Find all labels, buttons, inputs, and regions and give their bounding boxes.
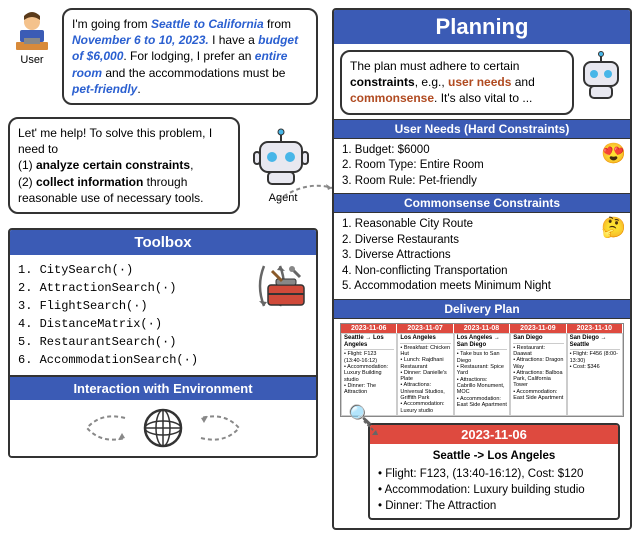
t: (1) [18, 158, 36, 172]
t: . For lodging, I prefer an [123, 49, 254, 63]
delivery-col-date: 2023-11-07 [397, 324, 453, 333]
constraint-item: 2. Diverse Restaurants [342, 233, 622, 249]
toolbox-header: Toolbox [10, 230, 316, 255]
delivery-col-date: 2023-11-08 [454, 324, 510, 333]
user-icon-block: User [8, 8, 56, 105]
interaction-header: Interaction with Environment [10, 377, 316, 400]
planning-panel: Planning The plan must adhere to certain… [332, 8, 632, 530]
user-needs-body: 1. Budget: $6000 2. Room Type: Entire Ro… [334, 139, 630, 194]
t: I'm going from [72, 17, 151, 31]
t: and the accommodations must be [102, 66, 285, 80]
delivery-cell: San Diego• Restaurant: Daawat • Attracti… [510, 333, 566, 416]
delivery-col-date: 2023-11-06 [341, 324, 397, 333]
tool-item: 4. DistanceMatrix(·) [18, 315, 308, 333]
zoom-date: 2023-11-06 [370, 425, 618, 444]
t: I have a [209, 33, 258, 47]
delivery-route: Seattle → Los Angeles [344, 335, 394, 351]
t: . It's also vital to ... [434, 91, 532, 105]
zoom-line: • Flight: F123, (13:40-16:12), Cost: $12… [378, 466, 610, 482]
delivery-route: San Diego [513, 335, 563, 344]
delivery-cell-text: • Flight: F456 (8:00-13:30) • Cost: $346 [570, 351, 618, 370]
hl-user-needs: user needs [448, 75, 511, 89]
agent-row: Let' me help! To solve this problem, I n… [8, 117, 318, 214]
zoom-line: • Accommodation: Luxury building studio [378, 482, 610, 498]
delivery-cell-text: • Flight: F123 (13:40-16:12) • Accommoda… [344, 351, 388, 395]
hl-analyze: analyze certain constraints [36, 158, 190, 172]
delivery-cell-text: • Take bus to San Diego • Restaurant: Sp… [457, 351, 507, 408]
interaction-body [10, 400, 316, 456]
tool-item: 5. RestaurantSearch(·) [18, 333, 308, 351]
hl-dates: November 6 to 10, 2023. [72, 33, 209, 47]
toolbox-panel: Toolbox 1. CitySearch(·) 2. AttractionSe… [8, 228, 318, 458]
constraint-item: 3. Diverse Attractions [342, 248, 622, 264]
delivery-cell: Los Angeles• Breakfast: Chicken Hut • Lu… [397, 333, 453, 416]
zoom-detail-panel: 2023-11-06 Seattle -> Los Angeles • Flig… [368, 423, 620, 520]
zoom-route: Seattle -> Los Angeles [378, 448, 610, 464]
delivery-cell-text: • Restaurant: Daawat • Attractions: Drag… [513, 345, 563, 402]
tool-item: 6. AccommodationSearch(·) [18, 351, 308, 369]
globe-icon [141, 406, 185, 450]
left-column: User I'm going from Seattle to Californi… [8, 8, 318, 458]
t: and [511, 75, 534, 89]
t: , e.g., [415, 75, 448, 89]
commonsense-header: Commonsense Constraints [334, 193, 630, 213]
constraint-item: 2. Room Type: Entire Room [342, 158, 622, 174]
planning-title: Planning [334, 10, 630, 44]
planning-bubble-row: The plan must adhere to certain constrai… [334, 44, 630, 119]
delivery-route: Los Angeles → San Diego [457, 335, 507, 351]
t: Let' me help! To solve this problem, I n… [18, 125, 230, 157]
user-row: User I'm going from Seattle to Californi… [8, 8, 318, 105]
toolbox-body: 1. CitySearch(·) 2. AttractionSearch(·) … [10, 255, 316, 375]
constraint-item: 4. Non-conflicting Transportation [342, 264, 622, 280]
zoom-line: • Dinner: The Attraction [378, 498, 610, 514]
delivery-route: San Diego → Seattle [570, 335, 620, 351]
delivery-col-date: 2023-11-09 [510, 324, 566, 333]
toolbox-icon [262, 263, 310, 311]
zoom-arrow-icon [360, 417, 384, 441]
hl-commonsense: commonsense [350, 91, 434, 105]
constraint-item: 5. Accommodation meets Minimum Night [342, 279, 622, 295]
t: . [137, 82, 140, 96]
dashed-loop-left-icon [81, 410, 131, 446]
delivery-header: Delivery Plan [334, 299, 630, 319]
zoom-body: Seattle -> Los Angeles • Flight: F123, (… [370, 444, 618, 518]
hl-constraints: constraints [350, 75, 415, 89]
delivery-col-date: 2023-11-10 [567, 324, 623, 333]
delivery-cell: Los Angeles → San Diego• Take bus to San… [454, 333, 510, 416]
agent-speech-bubble: Let' me help! To solve this problem, I n… [8, 117, 240, 214]
right-column: Planning The plan must adhere to certain… [332, 8, 632, 530]
constraint-item: 1. Budget: $6000 [342, 143, 622, 159]
hl-pet: pet-friendly [72, 82, 137, 96]
delivery-route: Los Angeles [400, 335, 450, 344]
t: (2) [18, 175, 36, 189]
delivery-cell: San Diego → Seattle• Flight: F456 (8:00-… [567, 333, 623, 416]
interaction-section: Interaction with Environment [10, 375, 316, 456]
user-icon [10, 8, 54, 52]
commonsense-body: 1. Reasonable City Route 2. Diverse Rest… [334, 213, 630, 299]
user-label: User [20, 54, 43, 66]
dashed-loop-right-icon [195, 410, 245, 446]
planning-speech-bubble: The plan must adhere to certain constrai… [340, 50, 574, 115]
arrow-agent-to-planning [276, 178, 336, 208]
hl-collect: collect information [36, 175, 143, 189]
emoji-icon: 🤔 [601, 215, 626, 242]
t: from [264, 17, 291, 31]
hl-origin-dest: Seattle to California [151, 17, 264, 31]
delivery-table: 2023-11-06 2023-11-07 2023-11-08 2023-11… [340, 323, 624, 417]
user-speech-bubble: I'm going from Seattle to California fro… [62, 8, 318, 105]
robot-icon-small [578, 50, 624, 106]
t: , [190, 158, 193, 172]
constraint-item: 3. Room Rule: Pet-friendly [342, 174, 622, 190]
t: The plan must adhere to certain [350, 59, 519, 73]
delivery-cell-text: • Breakfast: Chicken Hut • Lunch: Rajdha… [400, 345, 450, 414]
emoji-icon: 😍 [601, 141, 626, 168]
constraint-item: 1. Reasonable City Route [342, 217, 622, 233]
user-needs-header: User Needs (Hard Constraints) [334, 119, 630, 139]
